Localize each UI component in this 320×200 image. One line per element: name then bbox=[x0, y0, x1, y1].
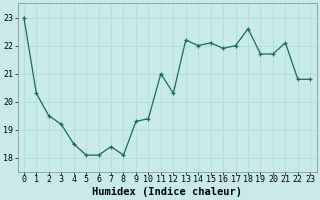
X-axis label: Humidex (Indice chaleur): Humidex (Indice chaleur) bbox=[92, 186, 242, 197]
